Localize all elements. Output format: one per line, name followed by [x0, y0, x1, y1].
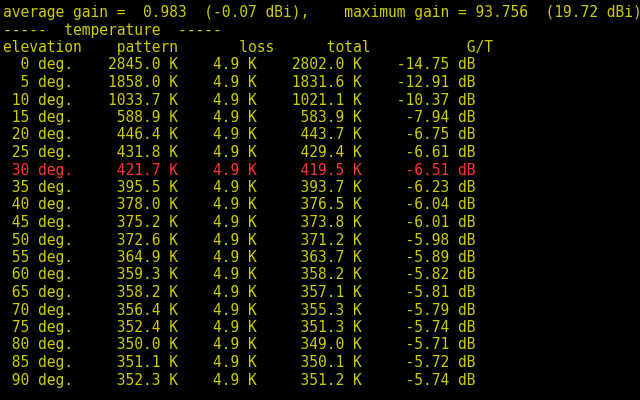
Text: 0 deg.    2845.0 K    4.9 K    2802.0 K    -14.75 dB: 0 deg. 2845.0 K 4.9 K 2802.0 K -14.75 dB	[3, 58, 476, 72]
Text: 35 deg.     395.5 K    4.9 K     393.7 K     -6.23 dB: 35 deg. 395.5 K 4.9 K 393.7 K -6.23 dB	[3, 180, 476, 195]
Text: 10 deg.    1033.7 K    4.9 K    1021.1 K    -10.37 dB: 10 deg. 1033.7 K 4.9 K 1021.1 K -10.37 d…	[3, 92, 476, 108]
Text: 15 deg.     588.9 K    4.9 K     583.9 K     -7.94 dB: 15 deg. 588.9 K 4.9 K 583.9 K -7.94 dB	[3, 110, 476, 125]
Text: 20 deg.     446.4 K    4.9 K     443.7 K     -6.75 dB: 20 deg. 446.4 K 4.9 K 443.7 K -6.75 dB	[3, 128, 476, 142]
Text: 90 deg.     352.3 K    4.9 K     351.2 K     -5.74 dB: 90 deg. 352.3 K 4.9 K 351.2 K -5.74 dB	[3, 372, 476, 388]
Text: 75 deg.     352.4 K    4.9 K     351.3 K     -5.74 dB: 75 deg. 352.4 K 4.9 K 351.3 K -5.74 dB	[3, 320, 476, 335]
Text: average gain =  0.983  (-0.07 dBi),    maximum gain = 93.756  (19.72 dBi): average gain = 0.983 (-0.07 dBi), maximu…	[3, 5, 640, 20]
Text: 55 deg.     364.9 K    4.9 K     363.7 K     -5.89 dB: 55 deg. 364.9 K 4.9 K 363.7 K -5.89 dB	[3, 250, 476, 265]
Text: 50 deg.     372.6 K    4.9 K     371.2 K     -5.98 dB: 50 deg. 372.6 K 4.9 K 371.2 K -5.98 dB	[3, 232, 476, 248]
Text: elevation    pattern       loss      total           G/T: elevation pattern loss total G/T	[3, 40, 493, 55]
Text: 85 deg.     351.1 K    4.9 K     350.1 K     -5.72 dB: 85 deg. 351.1 K 4.9 K 350.1 K -5.72 dB	[3, 355, 476, 370]
Text: 40 deg.     378.0 K    4.9 K     376.5 K     -6.04 dB: 40 deg. 378.0 K 4.9 K 376.5 K -6.04 dB	[3, 198, 476, 212]
Text: 65 deg.     358.2 K    4.9 K     357.1 K     -5.81 dB: 65 deg. 358.2 K 4.9 K 357.1 K -5.81 dB	[3, 285, 476, 300]
Text: 5 deg.    1858.0 K    4.9 K    1831.6 K    -12.91 dB: 5 deg. 1858.0 K 4.9 K 1831.6 K -12.91 dB	[3, 75, 476, 90]
Text: 60 deg.     359.3 K    4.9 K     358.2 K     -5.82 dB: 60 deg. 359.3 K 4.9 K 358.2 K -5.82 dB	[3, 268, 476, 282]
Text: 30 deg.     421.7 K    4.9 K     419.5 K     -6.51 dB: 30 deg. 421.7 K 4.9 K 419.5 K -6.51 dB	[3, 162, 476, 178]
Text: 45 deg.     375.2 K    4.9 K     373.8 K     -6.01 dB: 45 deg. 375.2 K 4.9 K 373.8 K -6.01 dB	[3, 215, 476, 230]
Text: -----  temperature  -----: ----- temperature -----	[3, 22, 221, 38]
Text: 80 deg.     350.0 K    4.9 K     349.0 K     -5.71 dB: 80 deg. 350.0 K 4.9 K 349.0 K -5.71 dB	[3, 338, 476, 352]
Text: 25 deg.     431.8 K    4.9 K     429.4 K     -6.61 dB: 25 deg. 431.8 K 4.9 K 429.4 K -6.61 dB	[3, 145, 476, 160]
Text: 70 deg.     356.4 K    4.9 K     355.3 K     -5.79 dB: 70 deg. 356.4 K 4.9 K 355.3 K -5.79 dB	[3, 302, 476, 318]
